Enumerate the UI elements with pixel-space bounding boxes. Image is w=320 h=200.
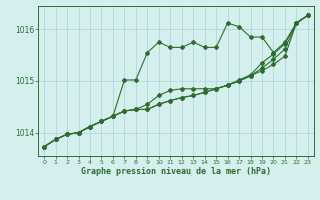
X-axis label: Graphe pression niveau de la mer (hPa): Graphe pression niveau de la mer (hPa)	[81, 167, 271, 176]
